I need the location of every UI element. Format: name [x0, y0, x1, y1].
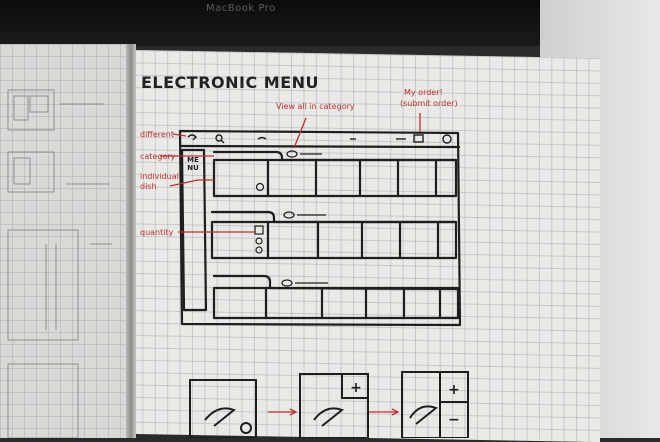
add-dish-icon [255, 182, 265, 192]
dish-row-3 [212, 286, 460, 320]
plus-sign: + [350, 380, 362, 396]
notebook-binding [126, 44, 136, 438]
dish-row-2 [210, 220, 458, 260]
left-page-sketches [7, 89, 112, 439]
annotation-line-dish [169, 179, 214, 187]
minus-icon [255, 246, 263, 254]
dish-row-1 [212, 158, 458, 198]
menu-tab-label: MENU [187, 156, 199, 172]
menu-tab-frame [180, 148, 208, 312]
search-icon [215, 134, 223, 142]
info-icon [442, 134, 452, 144]
eye-icon [281, 279, 293, 287]
minus-sign: − [448, 412, 460, 428]
back-icon [187, 134, 197, 141]
step-3-frame [401, 371, 469, 438]
top-bar-divider [179, 144, 461, 149]
annotation-submit-order: (submit order) [400, 99, 458, 108]
category-tab-1 [212, 150, 458, 162]
sketch-title: ELECTRONIC MENU [141, 73, 320, 92]
eye-icon [283, 211, 295, 219]
annotation-line-view-all [293, 117, 307, 149]
order-cart-icon [413, 134, 424, 143]
step-2-frame [299, 373, 369, 438]
category-tab-2 [210, 210, 458, 224]
quantity-box [254, 225, 264, 235]
device-frame [178, 129, 462, 327]
food-sketch-icon [409, 405, 438, 425]
category-tab-3 [212, 274, 460, 291]
add-dish-icon [240, 422, 252, 434]
annotation-dish: dish [140, 182, 157, 191]
eye-icon [286, 150, 298, 158]
annotation-my-order: My order! [404, 88, 443, 97]
step-1-frame [189, 379, 257, 438]
plus-icon [255, 237, 263, 245]
laptop-brand-label: MacBook Pro [206, 3, 276, 14]
plus-box [341, 373, 369, 399]
annotation-quantity: quantity [140, 228, 174, 237]
annotation-line-different [172, 133, 187, 137]
annotation-different: different [140, 130, 174, 139]
plus-sign: + [448, 382, 460, 398]
notebook-left-page [0, 44, 135, 439]
food-sketch-icon [313, 407, 344, 427]
annotation-view-all: View all in category [276, 102, 355, 111]
squiggle-icon [257, 136, 267, 140]
annotation-individual: individual [140, 172, 179, 181]
annotation-category: category [140, 152, 176, 161]
food-sketch-icon [204, 407, 236, 427]
